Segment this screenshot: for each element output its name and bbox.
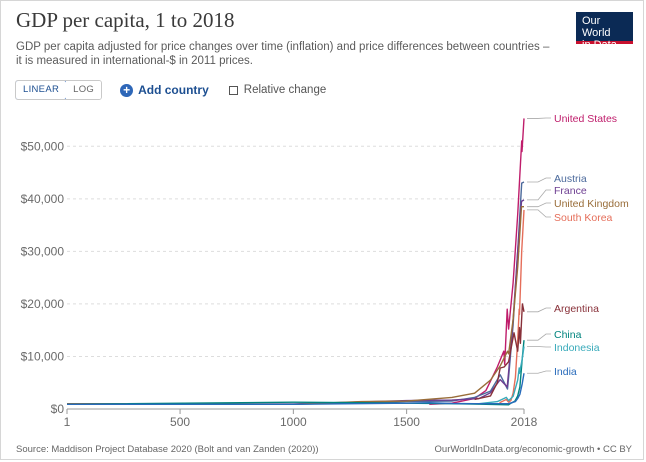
series-label[interactable]: China [554, 329, 582, 341]
series-line[interactable] [479, 346, 525, 405]
series-label[interactable]: France [554, 185, 587, 197]
chart-title: GDP per capita, 1 to 2018 [16, 8, 235, 32]
x-tick-label: 1000 [280, 415, 307, 429]
add-country-button[interactable]: + Add country [120, 83, 209, 97]
grid-layer [67, 145, 524, 357]
y-tick-label: $0 [51, 402, 65, 416]
series-label[interactable]: India [554, 366, 577, 378]
y-tick-label: $40,000 [21, 192, 65, 206]
log-scale-button[interactable]: LOG [66, 81, 102, 99]
series-line[interactable] [66, 340, 525, 406]
series-line[interactable] [66, 199, 525, 405]
label-connector [527, 307, 551, 313]
series-line[interactable] [474, 303, 525, 401]
logo-line-1: Our World [582, 15, 611, 39]
x-tick-label: 1500 [393, 415, 420, 429]
logo-line-2: in Data [582, 39, 617, 51]
scale-toggle: LINEAR LOG [15, 80, 103, 100]
series-line[interactable] [499, 209, 525, 404]
series-label[interactable]: Austria [554, 173, 587, 185]
chart-controls: LINEAR LOG + Add country Relative change [15, 80, 326, 100]
x-tick-label: 2018 [511, 415, 538, 429]
label-connector [527, 177, 551, 183]
relative-change-label: Relative change [243, 84, 327, 96]
owid-logo[interactable]: Our World in Data [576, 12, 633, 51]
chart-subtitle: GDP per capita adjusted for price change… [16, 41, 550, 67]
label-connector [527, 202, 551, 208]
x-tick-label: 1 [64, 415, 71, 429]
label-connector [527, 346, 551, 348]
series-line[interactable] [67, 181, 525, 405]
plus-circle-icon: + [120, 83, 134, 97]
series-line[interactable] [66, 206, 524, 405]
series-layer [66, 118, 525, 406]
series-label[interactable]: United Kingdom [554, 198, 629, 210]
series-line[interactable] [67, 373, 525, 405]
license-link[interactable]: OurWorldInData.org/economic-growth • CC … [434, 444, 632, 455]
series-label[interactable]: United States [554, 113, 617, 125]
y-tick-label: $50,000 [21, 139, 65, 153]
x-tick-label: 500 [170, 415, 190, 429]
source-note: Source: Maddison Project Database 2020 (… [16, 444, 319, 455]
label-connector [527, 333, 551, 341]
label-connector [527, 209, 551, 218]
series-label[interactable]: Argentina [554, 303, 599, 315]
y-tick-label: $30,000 [21, 244, 65, 258]
add-country-label: Add country [138, 83, 209, 97]
series-label[interactable]: South Korea [554, 212, 613, 224]
relative-change-toggle[interactable]: Relative change [228, 84, 327, 96]
label-connector [527, 189, 551, 201]
series-label[interactable]: Indonesia [554, 342, 600, 354]
y-tick-label: $10,000 [21, 349, 65, 363]
y-tick-label: $20,000 [21, 297, 65, 311]
checkbox-icon[interactable] [228, 85, 238, 95]
label-connector [527, 370, 551, 374]
